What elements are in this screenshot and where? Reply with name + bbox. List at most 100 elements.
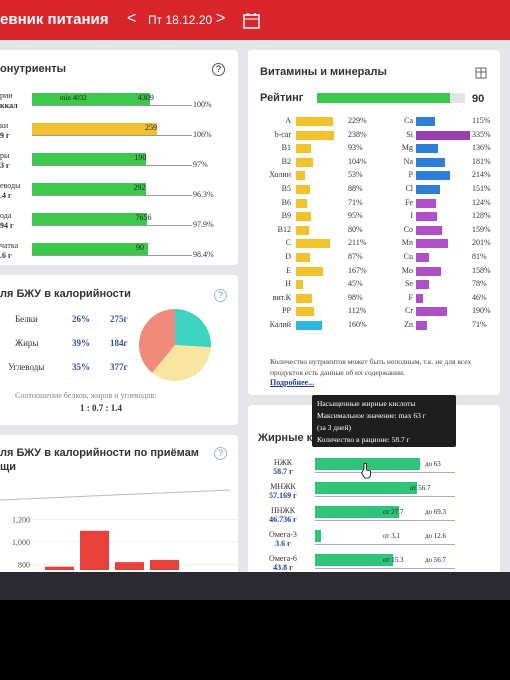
bar — [416, 280, 429, 290]
bar — [416, 171, 451, 181]
name: B9 — [281, 211, 291, 221]
bar — [296, 212, 312, 222]
percent: 158% — [472, 265, 491, 275]
percent: 181% — [472, 156, 491, 166]
name: P — [408, 170, 413, 180]
bar — [296, 171, 305, 181]
percent: 98% — [348, 292, 363, 302]
help-icon[interactable]: ? — [214, 289, 227, 302]
bar — [150, 559, 179, 570]
bar — [296, 185, 311, 194]
percent: 238% — [348, 129, 367, 139]
line — [32, 255, 192, 256]
name: I — [410, 211, 413, 221]
screen-edge — [0, 572, 510, 600]
percent: 80% — [348, 224, 363, 234]
calendar-icon[interactable] — [243, 12, 261, 30]
percent: 46% — [472, 292, 487, 302]
pie-slice — [175, 309, 211, 348]
percent: 211% — [348, 238, 367, 248]
line — [315, 472, 455, 473]
bar — [32, 123, 157, 135]
percent: 87% — [348, 252, 363, 261]
percent: 88% — [348, 184, 363, 193]
name: Mo — [401, 265, 413, 275]
name: Co — [403, 224, 413, 234]
name: МНЖК — [270, 482, 296, 491]
name: Cl — [405, 184, 413, 193]
line — [315, 568, 455, 569]
amount: 46.736 г — [269, 515, 297, 524]
min-label: min 4032 — [60, 94, 87, 102]
value: 190 — [134, 153, 147, 162]
panel-title: ля БЖУ в калорийности — [0, 288, 131, 300]
name: Na — [403, 156, 413, 166]
meals-panel — [0, 435, 238, 585]
prev-day[interactable]: < — [127, 10, 137, 27]
note: Количество нутриентов может быть неполны… — [270, 357, 472, 377]
bar — [32, 93, 150, 105]
bar — [296, 144, 311, 154]
value: 4309 — [137, 93, 154, 102]
bar — [416, 225, 442, 235]
bar — [315, 458, 420, 470]
bar — [416, 144, 438, 154]
value: 292 — [133, 183, 146, 192]
name: F — [408, 292, 413, 302]
bar — [296, 157, 313, 167]
bar — [32, 213, 148, 225]
bar — [296, 239, 330, 249]
row-sub: 3 г — [0, 161, 10, 170]
panel-title: Витамины и минералы — [260, 66, 387, 78]
value: 7656 — [135, 213, 152, 222]
name: B5 — [281, 184, 291, 193]
name: Zn — [404, 320, 413, 329]
percent: 97% — [193, 160, 208, 169]
pie-slice — [152, 345, 211, 381]
rating-bar — [317, 93, 451, 103]
rating-value: 90 — [472, 93, 485, 105]
row-name: ки — [0, 121, 9, 130]
amount: 43.8 г — [273, 563, 293, 572]
percent: 335% — [472, 129, 491, 139]
row-name: еводы — [0, 181, 21, 190]
bar — [416, 117, 435, 126]
share: 26% — [72, 314, 90, 324]
name: H — [285, 279, 291, 289]
screen: евник питания < Пт 18.12.20 > онутриенты… — [0, 0, 510, 600]
bar — [296, 225, 309, 235]
help-icon[interactable]: ? — [214, 447, 227, 460]
percent: 100% — [193, 100, 212, 109]
name: Ca — [404, 116, 413, 125]
nutrient: Жиры — [15, 338, 39, 348]
tooltip: Насыщенные жирные кислоты Максимальное зн… — [312, 395, 456, 447]
row-name: чатка — [0, 241, 19, 250]
percent: 81% — [472, 252, 487, 261]
next-day[interactable]: > — [216, 10, 226, 27]
bar — [416, 293, 424, 303]
bar — [32, 243, 149, 255]
bar — [416, 198, 436, 208]
percent: 190% — [472, 306, 491, 316]
bar — [416, 321, 428, 330]
name: Cr — [405, 306, 413, 316]
percent: 214% — [472, 170, 491, 180]
percent: 93% — [348, 143, 363, 153]
bar — [296, 293, 312, 303]
help-icon[interactable]: ? — [212, 63, 225, 76]
bar — [32, 183, 146, 195]
panel-title: Жирные к — [258, 432, 313, 444]
tooltip-line: Количество в рационе: 58.7 г — [317, 435, 410, 444]
table-icon[interactable] — [475, 67, 499, 79]
percent: 151% — [472, 184, 491, 193]
bar — [296, 130, 335, 140]
percent: 160% — [348, 320, 367, 329]
more-link[interactable]: Подробнее... — [270, 378, 315, 387]
row-name: ры — [0, 151, 10, 160]
bar — [115, 562, 144, 570]
row-sub: 9 г — [0, 131, 10, 140]
date[interactable]: Пт 18.12.20 — [148, 13, 213, 27]
share: 39% — [72, 338, 90, 348]
bar — [296, 307, 315, 317]
